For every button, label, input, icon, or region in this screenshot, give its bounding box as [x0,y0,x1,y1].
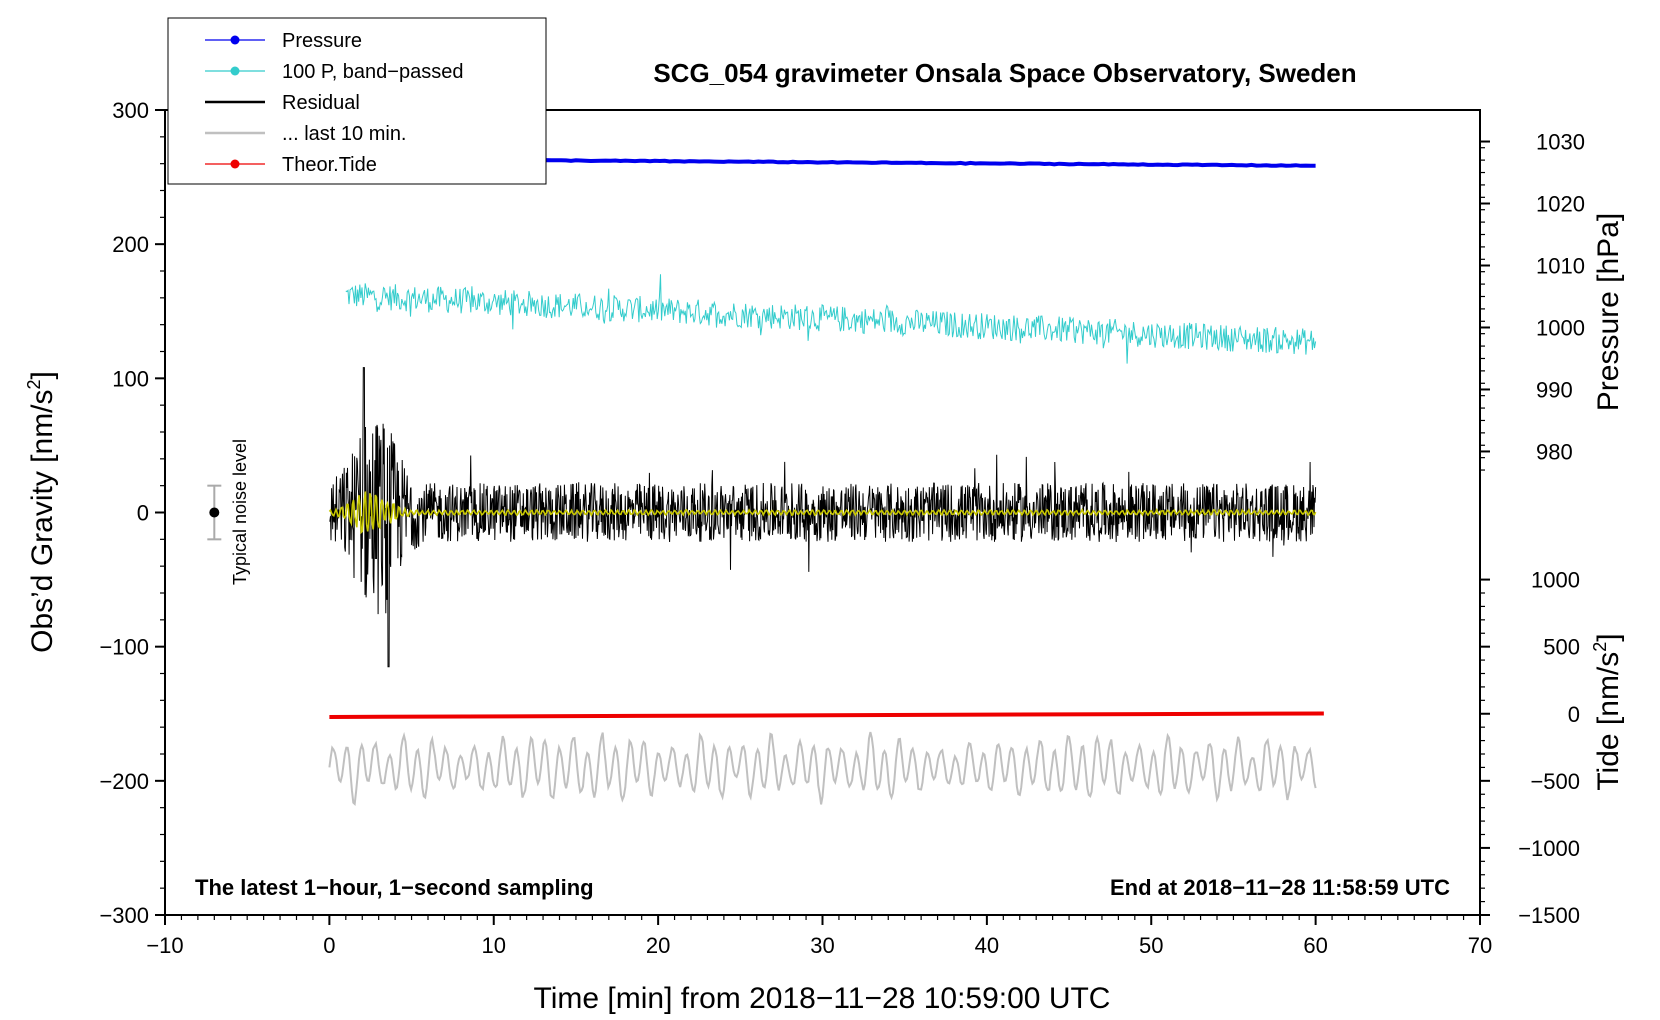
pressure-tick-label: 980 [1536,439,1573,464]
legend-marker [230,159,240,169]
y-tick-label: 0 [137,501,149,526]
x-tick-label: 70 [1468,933,1492,958]
y-tick-label: −300 [99,903,149,928]
y-axis-title-pressure: Pressure [hPa] [1592,213,1625,411]
series-bandpassed-pressure [345,274,1317,364]
tide-tick-label: −500 [1530,769,1580,794]
x-tick-label: −10 [146,933,183,958]
legend-label: Pressure [282,30,362,52]
noise-center-dot [209,507,220,518]
y-axis-title-gravity: Obs’d Gravity [nm/s2] [24,371,59,653]
tide-tick-label: −1000 [1518,836,1580,861]
series-lines [328,156,1324,806]
axis-ticks: −10 0 10 20 30 40 50 60 703002001000−100−200−300… [99,98,1585,958]
x-tick-label: 40 [975,933,999,958]
chart-title: SCG_054 gravimeter Onsala Space Observat… [653,58,1356,88]
legend-marker [230,35,240,45]
sampling-note: The latest 1−hour, 1−second sampling [195,875,594,900]
series-last-10-min [328,731,1317,806]
y-axis-title-tide: Tide [nm/s2] [1590,633,1625,790]
x-tick-label: 20 [646,933,670,958]
pressure-tick-label: 1020 [1536,192,1585,217]
x-tick-label: 10 [482,933,506,958]
y-tick-label: 200 [112,232,149,257]
legend-label: Theor.Tide [282,154,377,176]
pressure-tick-label: 990 [1536,377,1573,402]
x-tick-label: 0 [323,933,335,958]
series-filtered-residual [328,491,1317,535]
end-time-note: End at 2018−11−28 11:58:59 UTC [1110,875,1450,900]
legend-label: Residual [282,92,360,114]
x-tick-label: 50 [1139,933,1163,958]
tide-tick-label: 1000 [1531,568,1580,593]
y-tick-label: 100 [112,366,149,391]
series-theor-tide [329,711,1324,719]
noise-level-label: Typical noise level [230,439,250,585]
pressure-tick-label: 1030 [1536,130,1585,155]
legend: Pressure 100 P, band−passed Residual ... la… [167,17,547,185]
pressure-tick-label: 1000 [1536,315,1585,340]
legend-label: 100 P, band−passed [282,61,463,83]
tide-tick-label: 0 [1568,702,1580,727]
legend-marker [230,66,240,76]
y-tick-label: 300 [112,98,149,123]
x-tick-label: 30 [810,933,834,958]
x-axis-title: Time [min] from 2018−11−28 10:59:00 UTC [534,982,1111,1015]
tide-tick-label: −1500 [1518,903,1580,928]
chart-text: SCG_054 gravimeter Onsala Space Observat… [24,58,1625,1015]
legend-label: ... last 10 min. [282,123,407,145]
y-tick-label: −100 [99,635,149,660]
noise-level-marker [207,484,222,541]
pressure-tick-label: 1010 [1536,253,1585,278]
series-residual [329,367,1317,668]
tide-tick-label: 500 [1543,635,1580,660]
y-tick-label: −200 [99,769,149,794]
x-tick-label: 60 [1303,933,1327,958]
